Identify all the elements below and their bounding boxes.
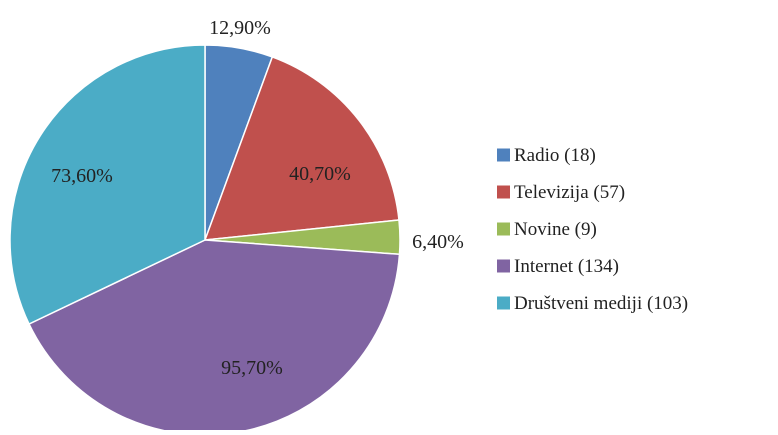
- data-label-novine: 6,40%: [412, 231, 464, 253]
- legend-label: Internet (134): [514, 256, 619, 277]
- data-label-internet: 95,70%: [221, 357, 283, 379]
- legend-item-internet: Internet (134): [497, 256, 619, 277]
- data-label-radio: 12,90%: [209, 17, 271, 39]
- legend-item-radio: Radio (18): [497, 145, 596, 166]
- legend-swatch: [497, 185, 510, 199]
- legend-item-društveni-mediji: Društveni mediji (103): [497, 293, 688, 314]
- legend-label: Televizija (57): [514, 182, 625, 203]
- pie-slice-društveni-mediji: [9, 44, 206, 325]
- legend-swatch: [497, 222, 510, 236]
- pie-slice-televizija: [203, 56, 400, 241]
- legend-label: Radio (18): [514, 145, 596, 166]
- legend-swatch: [497, 296, 510, 310]
- legend-swatch: [497, 148, 510, 162]
- data-label-društveni-mediji: 73,60%: [51, 165, 113, 187]
- data-label-televizija: 40,70%: [289, 163, 351, 185]
- pie-slices: [9, 44, 401, 435]
- legend: Radio (18) Televizija (57) Novine (9) Inter…: [497, 145, 688, 314]
- legend-label: Novine (9): [514, 219, 597, 240]
- legend-item-novine: Novine (9): [497, 219, 597, 240]
- legend-swatch: [497, 259, 510, 273]
- data-labels: 12,90% 40,70% 6,40% 95,70% 73,60%: [51, 17, 464, 379]
- legend-item-televizija: Televizija (57): [497, 182, 625, 203]
- legend-label: Društveni mediji (103): [514, 293, 688, 314]
